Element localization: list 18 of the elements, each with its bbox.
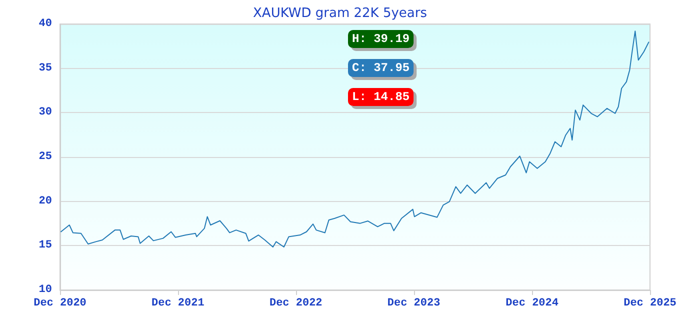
chart-title: XAUKWD gram 22K 5years bbox=[253, 6, 428, 21]
annotation: L: 14.85 bbox=[352, 90, 410, 104]
x-tick-label: Dec 2025 bbox=[624, 298, 677, 310]
y-tick-label: 10 bbox=[38, 284, 52, 296]
y-tick-label: 30 bbox=[38, 106, 52, 119]
x-tick-label: Dec 2021 bbox=[152, 298, 205, 310]
x-tick-label: Dec 2020 bbox=[34, 298, 86, 310]
line-series bbox=[60, 30, 650, 248]
annotation: C: 37.95 bbox=[352, 61, 410, 75]
y-tick-label: 25 bbox=[38, 151, 52, 163]
y-tick-label: 20 bbox=[38, 195, 52, 208]
y-tick-label: 40 bbox=[38, 18, 52, 30]
x-tick-label: Dec 2022 bbox=[269, 298, 322, 310]
x-tick-label: Dec 2023 bbox=[387, 298, 441, 310]
y-tick-label: 15 bbox=[38, 240, 52, 252]
y-tick-label: 35 bbox=[38, 62, 52, 74]
annotation: H: 39.19 bbox=[352, 32, 410, 46]
x-tick-label: Dec 2024 bbox=[506, 298, 559, 310]
